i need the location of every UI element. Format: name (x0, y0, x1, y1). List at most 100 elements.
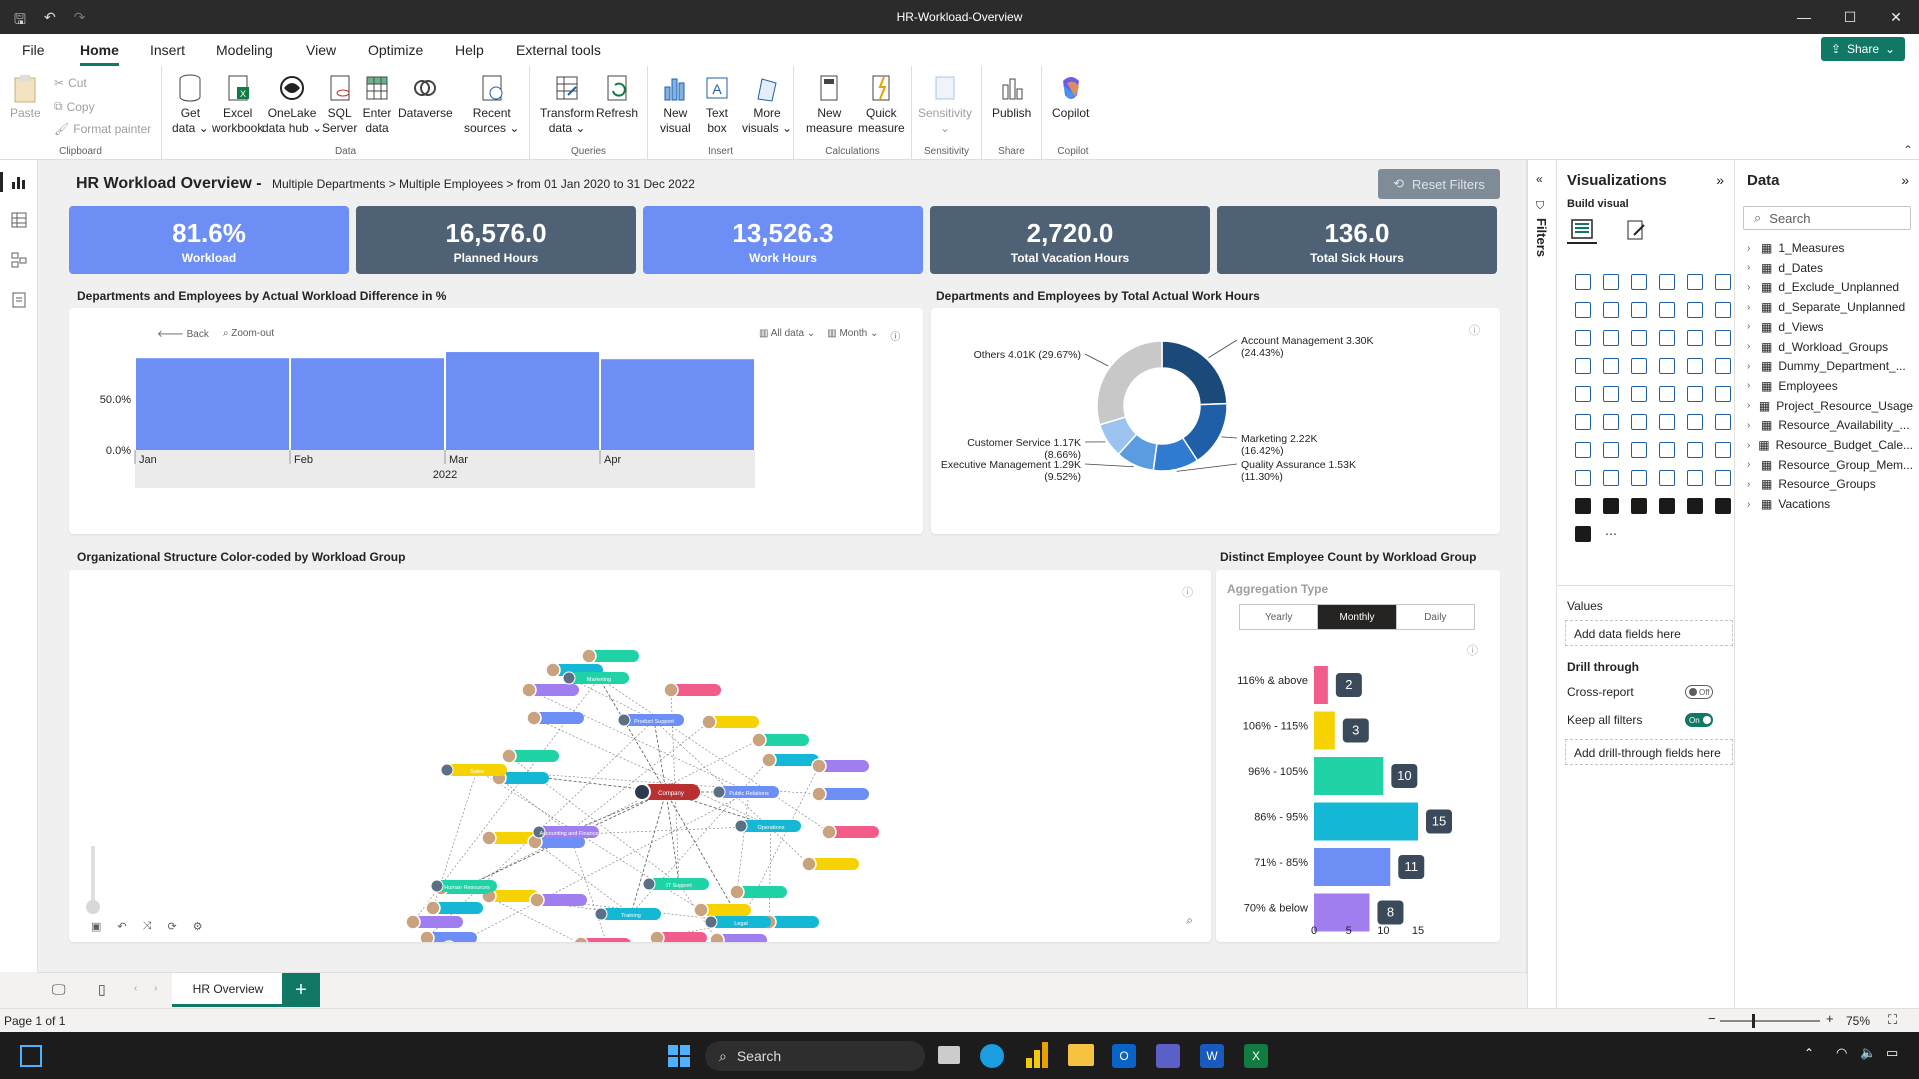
visual-type-icon[interactable] (1653, 464, 1681, 492)
dataverse-button[interactable]: Dataverse (398, 72, 453, 121)
windows-start-icon[interactable] (668, 1045, 690, 1067)
expand-icon[interactable]: « (1536, 172, 1543, 186)
data-table-item[interactable]: › ▦ Resource_Group_Mem... (1747, 458, 1913, 472)
visual-type-icon[interactable] (1681, 436, 1709, 464)
employee-count-visual[interactable]: Aggregation Type Yearly Monthly Daily ⓘ … (1216, 570, 1500, 942)
undo-icon[interactable]: ↶ (43, 9, 56, 25)
chevron-right-icon[interactable]: › (1747, 360, 1751, 372)
visual-type-icon[interactable] (1597, 352, 1625, 380)
data-table-item[interactable]: › ▦ Dummy_Department_... (1747, 359, 1913, 373)
report-view-icon[interactable] (0, 172, 29, 192)
dax-query-view-icon[interactable] (9, 290, 29, 310)
shuffle-icon[interactable]: ⤨ (142, 920, 152, 932)
visual-type-icon[interactable] (1569, 268, 1597, 296)
visual-type-icon[interactable] (1653, 408, 1681, 436)
chevron-right-icon[interactable]: › (1747, 281, 1751, 293)
collapse-icon[interactable]: » (1716, 172, 1724, 188)
visual-type-icon[interactable] (1709, 380, 1737, 408)
data-table-item[interactable]: › ▦ d_Exclude_Unplanned (1747, 280, 1913, 294)
new-measure-button[interactable]: New measure (806, 72, 853, 136)
outlook-icon[interactable]: O (1112, 1044, 1136, 1068)
zoom-in-icon[interactable]: + (1826, 1011, 1834, 1026)
visual-type-icon[interactable] (1709, 352, 1737, 380)
model-view-icon[interactable] (9, 250, 29, 270)
new-visual-button[interactable]: New visual (660, 72, 691, 136)
excel-workbook-button[interactable]: X Excel workbook (212, 72, 263, 136)
file-explorer-icon[interactable] (1068, 1044, 1094, 1066)
table-view-icon[interactable] (9, 210, 29, 230)
back-button[interactable]: 🡐 Back (157, 329, 209, 340)
close-icon[interactable]: ✕ (1890, 8, 1902, 25)
tab-view[interactable]: View (306, 42, 337, 58)
visual-type-icon[interactable] (1625, 464, 1653, 492)
visual-type-icon[interactable] (1625, 352, 1653, 380)
help-icon[interactable]: ⓘ (1182, 587, 1193, 599)
visual-type-icon[interactable] (1653, 324, 1681, 352)
visual-type-icon[interactable] (1681, 296, 1709, 324)
visual-type-icon[interactable] (1569, 352, 1597, 380)
data-table-item[interactable]: › ▦ Employees (1747, 379, 1913, 393)
chevron-right-icon[interactable]: › (1747, 242, 1751, 254)
visual-type-icon[interactable] (1681, 408, 1709, 436)
kpi-card-planned-hours[interactable]: 16,576.0 Planned Hours (356, 206, 636, 274)
kpi-card-vacation-hours[interactable]: 2,720.0 Total Vacation Hours (930, 206, 1210, 274)
visual-type-icon[interactable] (1653, 492, 1681, 520)
tab-home[interactable]: Home (80, 42, 119, 66)
visual-type-icon[interactable] (1597, 296, 1625, 324)
visual-type-icon[interactable] (1681, 464, 1709, 492)
tab-external-tools[interactable]: External tools (516, 42, 601, 58)
minimize-icon[interactable]: — (1797, 9, 1811, 25)
visual-type-icon[interactable] (1569, 380, 1597, 408)
visual-type-icon[interactable] (1709, 436, 1737, 464)
zoom-slider-handle[interactable] (1752, 1014, 1755, 1028)
visual-type-icon[interactable] (1597, 464, 1625, 492)
data-table-item[interactable]: › ▦ Resource_Groups (1747, 477, 1913, 491)
data-table-item[interactable]: › ▦ Project_Resource_Usage (1747, 399, 1913, 413)
chevron-right-icon[interactable]: › (1747, 321, 1751, 333)
kpi-card-sick-hours[interactable]: 136.0 Total Sick Hours (1217, 206, 1497, 274)
visual-type-icon[interactable] (1569, 408, 1597, 436)
wifi-icon[interactable]: ◠ (1836, 1045, 1848, 1060)
workload-bar-visual[interactable]: 🡐 Back ⌕ Zoom-out ▥ All data ⌄ ▥ Month ⌄… (69, 308, 923, 534)
month-dropdown[interactable]: ▥ Month ⌄ (827, 328, 879, 339)
visual-type-icon[interactable] (1569, 520, 1597, 548)
volume-icon[interactable]: 🔈 (1860, 1045, 1877, 1060)
visual-type-icon[interactable] (1625, 436, 1653, 464)
more-visuals-icon[interactable]: ⋯ (1605, 527, 1617, 541)
visual-type-icon[interactable] (1625, 324, 1653, 352)
settings-icon[interactable]: ⚙ (192, 921, 203, 933)
powerbi-icon[interactable] (1026, 1042, 1048, 1068)
excel-taskbar-icon[interactable]: X (1244, 1044, 1268, 1068)
visual-type-icon[interactable] (1709, 464, 1737, 492)
fit-to-page-icon[interactable]: ⛶ (1888, 1012, 1898, 1027)
visual-type-icon[interactable] (1625, 492, 1653, 520)
sensitivity-button[interactable]: Sensitivity ⌄ (918, 72, 972, 136)
visual-type-icon[interactable] (1625, 268, 1653, 296)
text-box-button[interactable]: A Text box (702, 72, 732, 136)
visual-type-icon[interactable] (1681, 268, 1709, 296)
all-data-dropdown[interactable]: ▥ All data ⌄ (759, 328, 816, 339)
work-hours-donut-visual[interactable]: ⓘ Account Management 3.30K (24.43%) Market… (931, 308, 1500, 534)
daily-option[interactable]: Daily (1395, 605, 1474, 629)
quick-measure-button[interactable]: Quick measure (858, 72, 905, 136)
visual-type-icon[interactable] (1681, 380, 1709, 408)
reset-filters-button[interactable]: ⟲ Reset Filters (1378, 169, 1500, 199)
drill-through-drop-zone[interactable]: Add drill-through fields here (1565, 739, 1733, 765)
kpi-card-work-hours[interactable]: 13,526.3 Work Hours (643, 206, 923, 274)
help-icon[interactable]: ⓘ (890, 332, 901, 343)
data-search-input[interactable]: ⌕ Search (1743, 206, 1911, 230)
tab-optimize[interactable]: Optimize (368, 42, 424, 58)
more-visuals-button[interactable]: More visuals ⌄ (742, 72, 792, 136)
collapse-ribbon-icon[interactable]: ⌃ (1902, 143, 1913, 157)
visual-type-icon[interactable] (1569, 296, 1597, 324)
publish-button[interactable]: Publish (992, 72, 1031, 121)
chevron-right-icon[interactable]: › (1747, 380, 1751, 392)
visual-type-icon[interactable] (1569, 464, 1597, 492)
monthly-option[interactable]: Monthly (1318, 605, 1396, 629)
chevron-right-icon[interactable]: › (1747, 400, 1751, 412)
data-table-item[interactable]: › ▦ Resource_Availability_... (1747, 418, 1913, 432)
visual-type-icon[interactable] (1653, 296, 1681, 324)
show-hidden-icons-icon[interactable]: ⌃ (1804, 1046, 1815, 1060)
visual-type-icon[interactable] (1709, 324, 1737, 352)
zoom-out-button[interactable]: ⌕ Zoom-out (222, 328, 275, 339)
